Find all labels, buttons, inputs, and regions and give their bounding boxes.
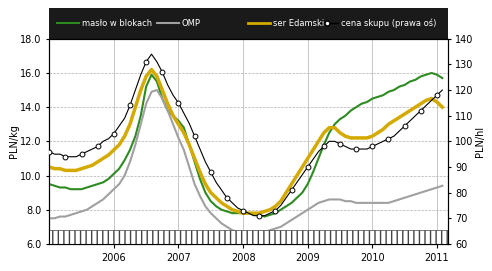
Y-axis label: PLN/hl: PLN/hl <box>475 126 485 157</box>
Y-axis label: PLN/kg: PLN/kg <box>9 124 19 158</box>
Text: OMP: OMP <box>182 19 201 28</box>
Text: masło w blokach: masło w blokach <box>82 19 152 28</box>
Text: cena skupu (prawa oś): cena skupu (prawa oś) <box>341 19 436 28</box>
Bar <box>49 230 448 244</box>
Text: ser Edamski: ser Edamski <box>273 19 324 28</box>
